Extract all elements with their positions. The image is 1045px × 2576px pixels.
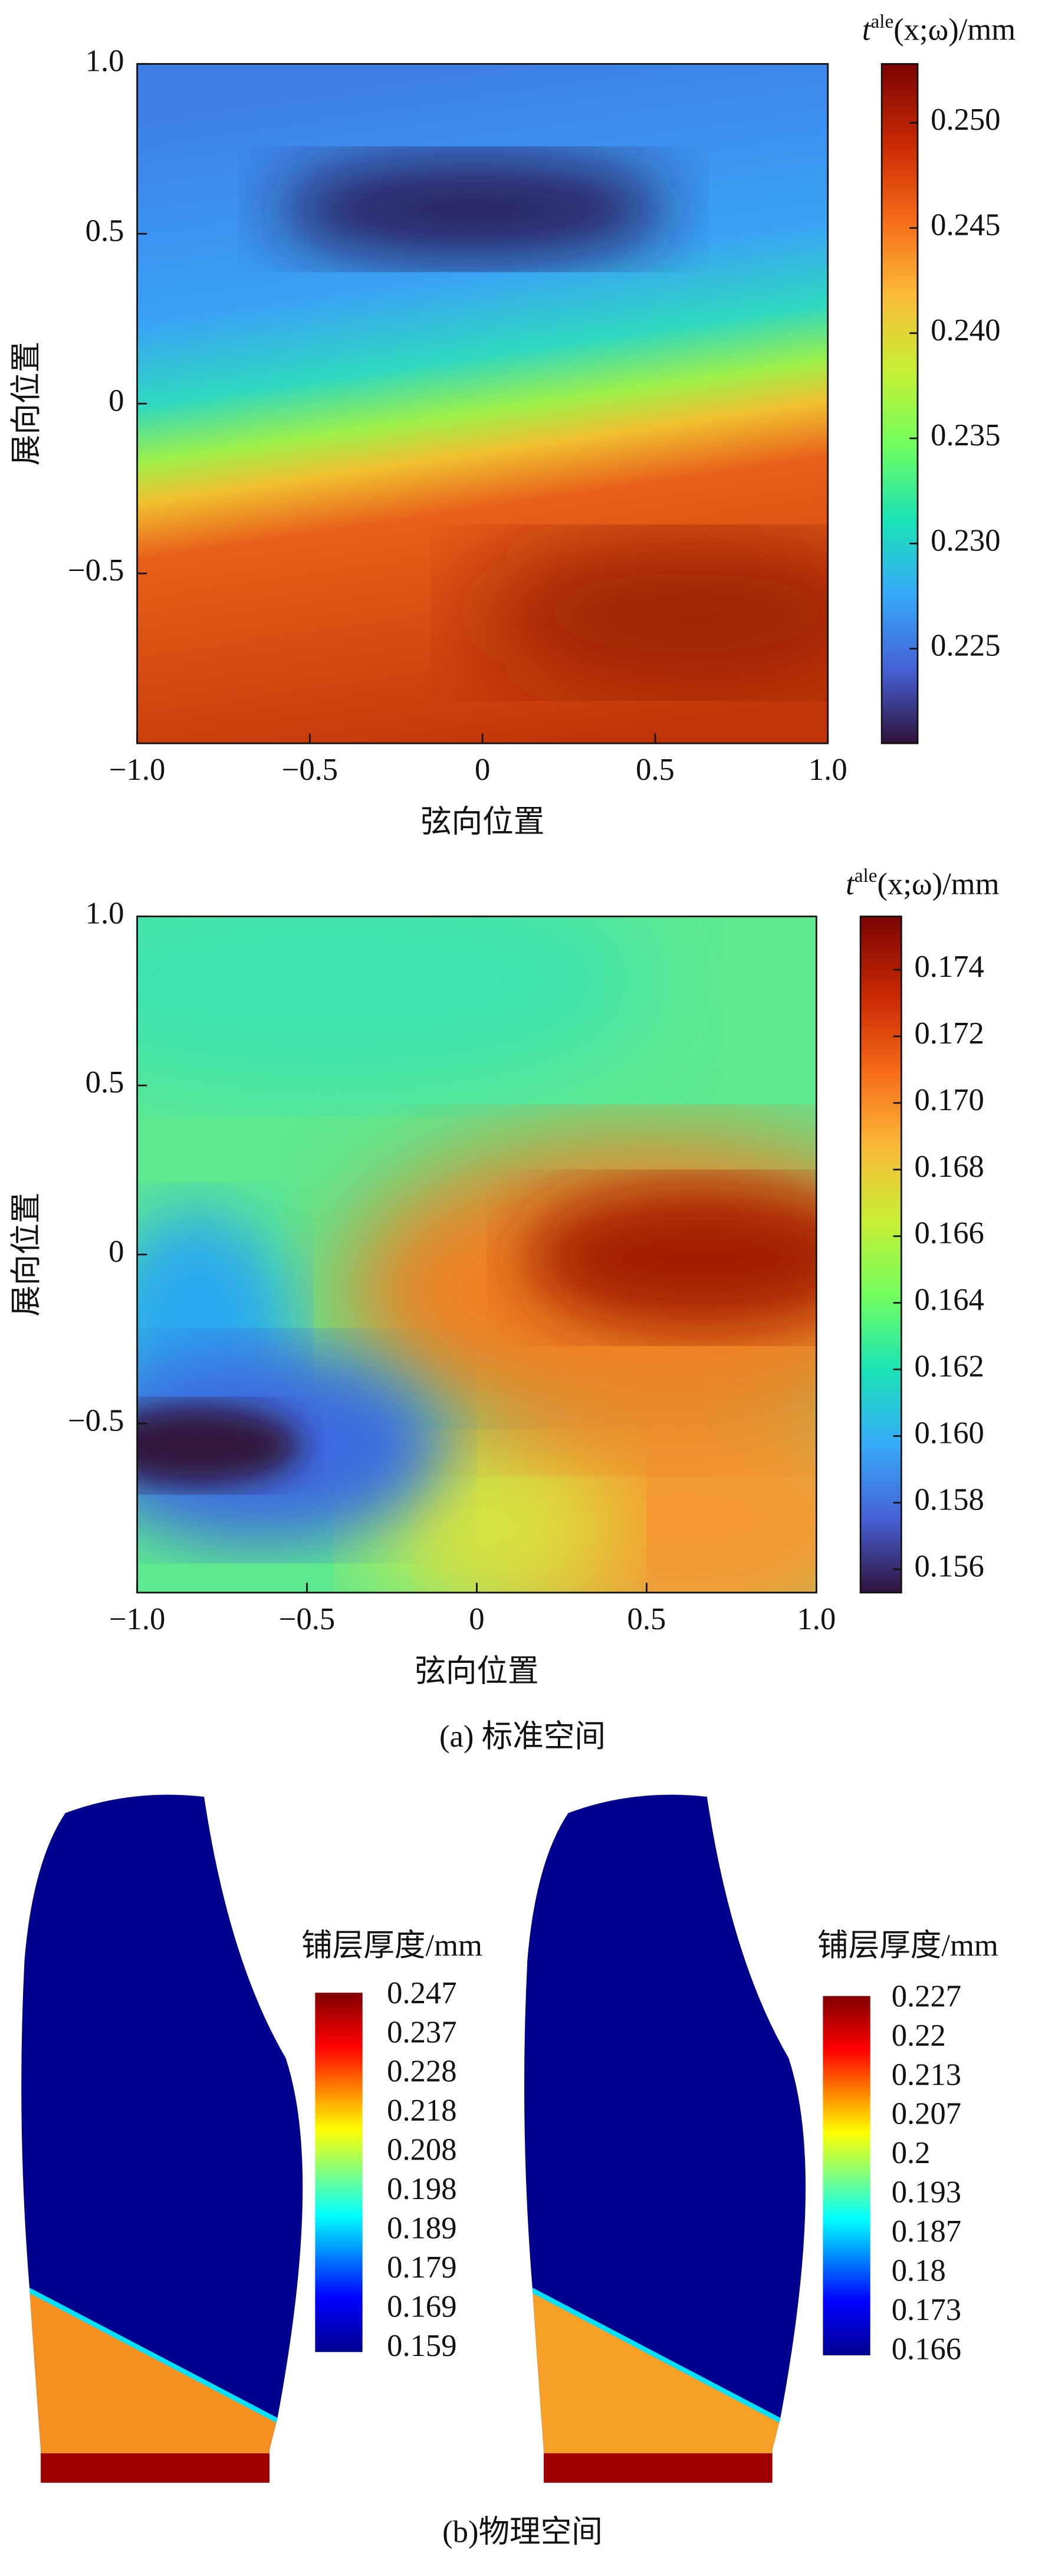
y-axis-label: 展向位置	[9, 342, 44, 465]
y-tick-label: −0.5	[68, 553, 124, 588]
colorbar-tick-label: 0.158	[915, 1482, 984, 1517]
legend-label: 0.187	[892, 2214, 961, 2249]
colorbar-tick-label: 0.164	[915, 1283, 984, 1317]
legend-label: 0.237	[387, 2015, 456, 2049]
colorbar-title: tale(x;ω)/mm	[862, 11, 1016, 47]
x-tick-label: −1.0	[109, 1602, 165, 1636]
legend-label: 0.193	[892, 2175, 961, 2210]
y-tick-label: 0.5	[86, 214, 124, 248]
colorbar-tick-label: 0.174	[915, 950, 984, 984]
x-tick-label: −1.0	[109, 753, 165, 787]
colorbar-tick-label: 0.156	[915, 1549, 984, 1583]
y-tick-label: 0	[109, 1235, 124, 1269]
legend-label: 0.213	[892, 2057, 961, 2092]
y-axis-label: 展向位置	[9, 1193, 44, 1317]
y-tick-label: 0	[109, 383, 124, 418]
caption: (b)物理空间	[442, 2515, 603, 2549]
legend-label: 0.2	[892, 2136, 931, 2170]
legend-label: 0.166	[892, 2332, 961, 2366]
colorbar-tick-label: 0.160	[915, 1416, 984, 1451]
title-superscript: ale	[855, 865, 878, 887]
legend-label: 0.198	[387, 2172, 456, 2206]
legend-bar	[315, 1993, 363, 2352]
colorbar-tick-label: 0.230	[931, 523, 1000, 557]
colorbar-tick-label: 0.168	[915, 1150, 984, 1184]
legend-label: 0.247	[387, 1976, 456, 2010]
caption: (a) 标准空间	[439, 1719, 606, 1754]
legend-label: 0.207	[892, 2097, 961, 2131]
x-tick-label: 0.5	[627, 1602, 666, 1636]
colorbar-tick-label: 0.166	[915, 1216, 984, 1251]
x-tick-label: 1.0	[809, 753, 847, 787]
legend-title: 铺层厚度/mm	[817, 1929, 998, 1963]
legend-title: 铺层厚度/mm	[301, 1929, 482, 1963]
title-superscript: ale	[870, 11, 893, 32]
legend-label: 0.218	[387, 2093, 456, 2128]
legend-label: 0.228	[387, 2055, 456, 2089]
colorbar-tick-label: 0.235	[931, 418, 1000, 452]
colorbar-tick-label: 0.225	[931, 629, 1000, 663]
title-symbol: t	[846, 867, 855, 901]
title-symbol: t	[862, 13, 872, 47]
colorbar-title: tale(x;ω)/mm	[846, 865, 999, 901]
colorbar	[859, 915, 902, 1594]
y-tick-label: 1.0	[86, 897, 124, 931]
legend-label: 0.169	[387, 2289, 456, 2324]
legend-label: 0.159	[387, 2329, 456, 2363]
colorbar-tick-label: 0.162	[915, 1350, 984, 1384]
blade	[524, 1794, 806, 2483]
colorbar-tick-label: 0.245	[931, 208, 1000, 242]
legend-label: 0.227	[892, 1979, 961, 2013]
legend-label: 0.208	[387, 2133, 456, 2167]
x-tick-label: 0	[475, 753, 490, 787]
colorbar-tick-label: 0.172	[915, 1016, 984, 1051]
heatmap-field	[137, 916, 817, 1593]
y-tick-label: 0.5	[86, 1065, 124, 1100]
legend-label: 0.18	[892, 2254, 946, 2288]
x-tick-label: 0.5	[636, 753, 675, 787]
title-rest: (x;ω)/mm	[893, 13, 1016, 47]
title-rest: (x;ω)/mm	[878, 867, 1000, 901]
legend-bar	[823, 1996, 870, 2355]
y-tick-label: −0.5	[68, 1403, 124, 1438]
colorbar-tick-label: 0.240	[931, 313, 1000, 347]
x-axis-label: 弦向位置	[415, 1654, 538, 1688]
x-tick-label: −0.5	[282, 753, 338, 787]
legend-label: 0.189	[387, 2211, 456, 2246]
colorbar-tick-label: 0.170	[915, 1083, 984, 1117]
blade	[21, 1794, 303, 2483]
x-tick-label: −0.5	[279, 1602, 335, 1636]
x-tick-label: 1.0	[797, 1602, 836, 1636]
x-axis-label: 弦向位置	[420, 805, 544, 839]
colorbar	[880, 63, 919, 744]
colorbar-tick-label: 0.250	[931, 103, 1000, 137]
x-tick-label: 0	[469, 1602, 484, 1636]
heatmap-field	[137, 64, 828, 744]
y-tick-label: 1.0	[86, 44, 124, 78]
legend-label: 0.179	[387, 2250, 456, 2285]
legend-label: 0.173	[892, 2293, 961, 2327]
legend-label: 0.22	[892, 2019, 946, 2053]
